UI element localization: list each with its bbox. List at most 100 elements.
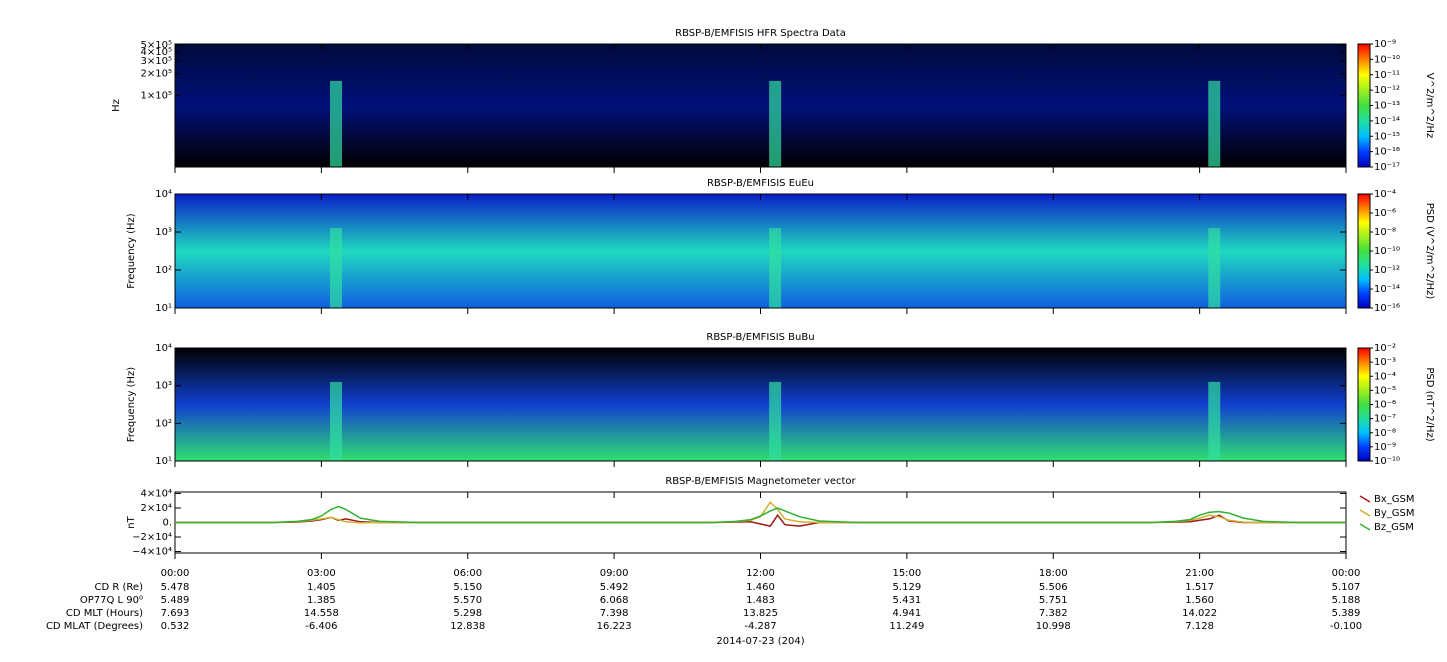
y-tick-label: 1×10⁵ xyxy=(141,90,172,101)
legend-label: Bz_GSM xyxy=(1374,522,1414,533)
colorbar-tick-label: 10⁻¹² xyxy=(1374,265,1400,276)
colorbar-label: PSD (V^2/m^2/Hz) xyxy=(1424,203,1435,300)
colorbar-label: V^2/m^2/Hz xyxy=(1424,73,1435,139)
x-tick-label: 15:00 xyxy=(892,568,921,579)
ephemeris-label: CD R (Re) xyxy=(95,582,144,593)
spectral-feature xyxy=(769,381,782,461)
colorbar-label: PSD (nT^2/Hz) xyxy=(1424,367,1435,441)
ephemeris-value: 10.998 xyxy=(1036,621,1071,632)
ephemeris-value: 5.751 xyxy=(1039,595,1068,606)
colorbar-tick-label: 10⁻¹² xyxy=(1374,85,1400,96)
y-tick-label: 2×10⁵ xyxy=(141,69,172,80)
series-line xyxy=(175,505,1346,524)
panel-title: RBSP-B/EMFISIS BuBu xyxy=(706,332,814,343)
spectral-feature xyxy=(769,80,782,167)
ephemeris-value: 5.150 xyxy=(453,582,482,593)
colorbar-tick-label: 10⁻¹⁷ xyxy=(1374,162,1400,173)
colorbar-tick-label: 10⁻¹⁴ xyxy=(1374,116,1400,127)
colorbar xyxy=(1357,193,1371,309)
colorbar-tick-label: 10⁻⁵ xyxy=(1374,385,1396,396)
ephemeris-label: CD MLAT (Degrees) xyxy=(46,621,143,632)
colorbar xyxy=(1357,347,1371,462)
series-line xyxy=(175,501,1346,524)
ephemeris-value: -4.287 xyxy=(744,621,776,632)
ephemeris-label: OP77Q L 90⁰ xyxy=(80,595,143,606)
ephemeris-value: 1.483 xyxy=(746,595,775,606)
y-axis-label: Frequency (Hz) xyxy=(126,367,137,443)
x-tick-label: 09:00 xyxy=(600,568,629,579)
ephemeris-value: 13.825 xyxy=(743,608,778,619)
panel-title: RBSP-B/EMFISIS HFR Spectra Data xyxy=(675,28,846,39)
ephemeris-value: 1.517 xyxy=(1185,582,1214,593)
spectral-feature xyxy=(330,80,343,167)
legend-label: Bx_GSM xyxy=(1374,494,1415,505)
spectral-feature xyxy=(330,381,343,461)
spectral-feature xyxy=(1208,80,1221,167)
x-tick-label: 00:00 xyxy=(1332,568,1361,579)
ephemeris-value: 5.570 xyxy=(453,595,482,606)
y-tick-label: 10¹ xyxy=(155,303,172,314)
ephemeris-value: 4.941 xyxy=(893,608,922,619)
ephemeris-value: 14.022 xyxy=(1182,608,1217,619)
y-tick-label: −4×10⁴ xyxy=(132,547,172,558)
ephemeris-value: 5.506 xyxy=(1039,582,1068,593)
y-tick-label: 4×10⁴ xyxy=(141,488,172,499)
ephemeris-value: 7.382 xyxy=(1039,608,1068,619)
y-tick-label: 10² xyxy=(155,418,172,429)
colorbar-tick-label: 10⁻⁶ xyxy=(1374,208,1396,219)
y-axis-label: Frequency (Hz) xyxy=(126,213,137,289)
spectrogram xyxy=(175,194,1346,308)
spectrogram xyxy=(175,44,1346,167)
ephemeris-value: 5.107 xyxy=(1332,582,1361,593)
x-tick-label: 12:00 xyxy=(746,568,775,579)
spectrogram xyxy=(175,348,1346,461)
ephemeris-value: 16.223 xyxy=(597,621,632,632)
colorbar-tick-label: 10⁻¹⁶ xyxy=(1374,303,1400,314)
colorbar-tick-label: 10⁻¹⁰ xyxy=(1374,54,1400,65)
legend-swatch xyxy=(1359,495,1371,503)
spectral-feature xyxy=(769,228,782,308)
colorbar-tick-label: 10⁻⁹ xyxy=(1374,39,1396,50)
y-tick-label: 3×10⁵ xyxy=(141,56,172,67)
panel-title: RBSP-B/EMFISIS EuEu xyxy=(707,178,814,189)
colorbar-tick-label: 10⁻⁴ xyxy=(1374,189,1396,200)
y-tick-label: 0. xyxy=(162,518,172,529)
ephemeris-value: 7.128 xyxy=(1185,621,1214,632)
ephemeris-value: 12.838 xyxy=(450,621,485,632)
y-tick-label: 10³ xyxy=(155,381,172,392)
x-tick-label: 18:00 xyxy=(1039,568,1068,579)
ephemeris-value: 5.489 xyxy=(161,595,190,606)
legend-label: By_GSM xyxy=(1374,508,1415,519)
colorbar-tick-label: 10⁻¹³ xyxy=(1374,101,1400,112)
colorbar-tick-label: 10⁻⁷ xyxy=(1374,414,1396,425)
colorbar-tick-label: 10⁻¹¹ xyxy=(1374,70,1400,81)
colorbar-tick-label: 10⁻¹⁰ xyxy=(1374,456,1400,467)
ephemeris-value: -0.100 xyxy=(1330,621,1362,632)
y-tick-label: 5×10⁵ xyxy=(141,40,172,51)
colorbar-tick-label: 10⁻⁸ xyxy=(1374,428,1396,439)
y-tick-label: 4×10⁵ xyxy=(141,47,172,58)
colorbar-tick-label: 10⁻¹⁰ xyxy=(1374,246,1400,257)
colorbar-tick-label: 10⁻² xyxy=(1374,343,1396,354)
y-tick-label: 2×10⁴ xyxy=(141,503,172,514)
y-tick-label: 10¹ xyxy=(155,456,172,467)
colorbar-tick-label: 10⁻⁶ xyxy=(1374,400,1396,411)
ephemeris-value: 7.693 xyxy=(161,608,190,619)
ephemeris-value: 1.385 xyxy=(307,595,336,606)
x-tick-label: 00:00 xyxy=(161,568,190,579)
colorbar-tick-label: 10⁻⁹ xyxy=(1374,442,1396,453)
y-tick-label: 10³ xyxy=(155,227,172,238)
x-tick-label: 03:00 xyxy=(307,568,336,579)
ephemeris-value: 5.478 xyxy=(161,582,190,593)
spectral-feature xyxy=(1208,381,1221,461)
colorbar-tick-label: 10⁻¹⁴ xyxy=(1374,284,1400,295)
x-tick-label: 06:00 xyxy=(453,568,482,579)
y-axis-label: nT xyxy=(126,515,137,528)
ephemeris-value: 6.068 xyxy=(600,595,629,606)
y-axis-label: Hz xyxy=(111,99,122,112)
spectral-feature xyxy=(1208,228,1221,308)
ephemeris-value: 5.431 xyxy=(893,595,922,606)
ephemeris-value: 1.405 xyxy=(307,582,336,593)
